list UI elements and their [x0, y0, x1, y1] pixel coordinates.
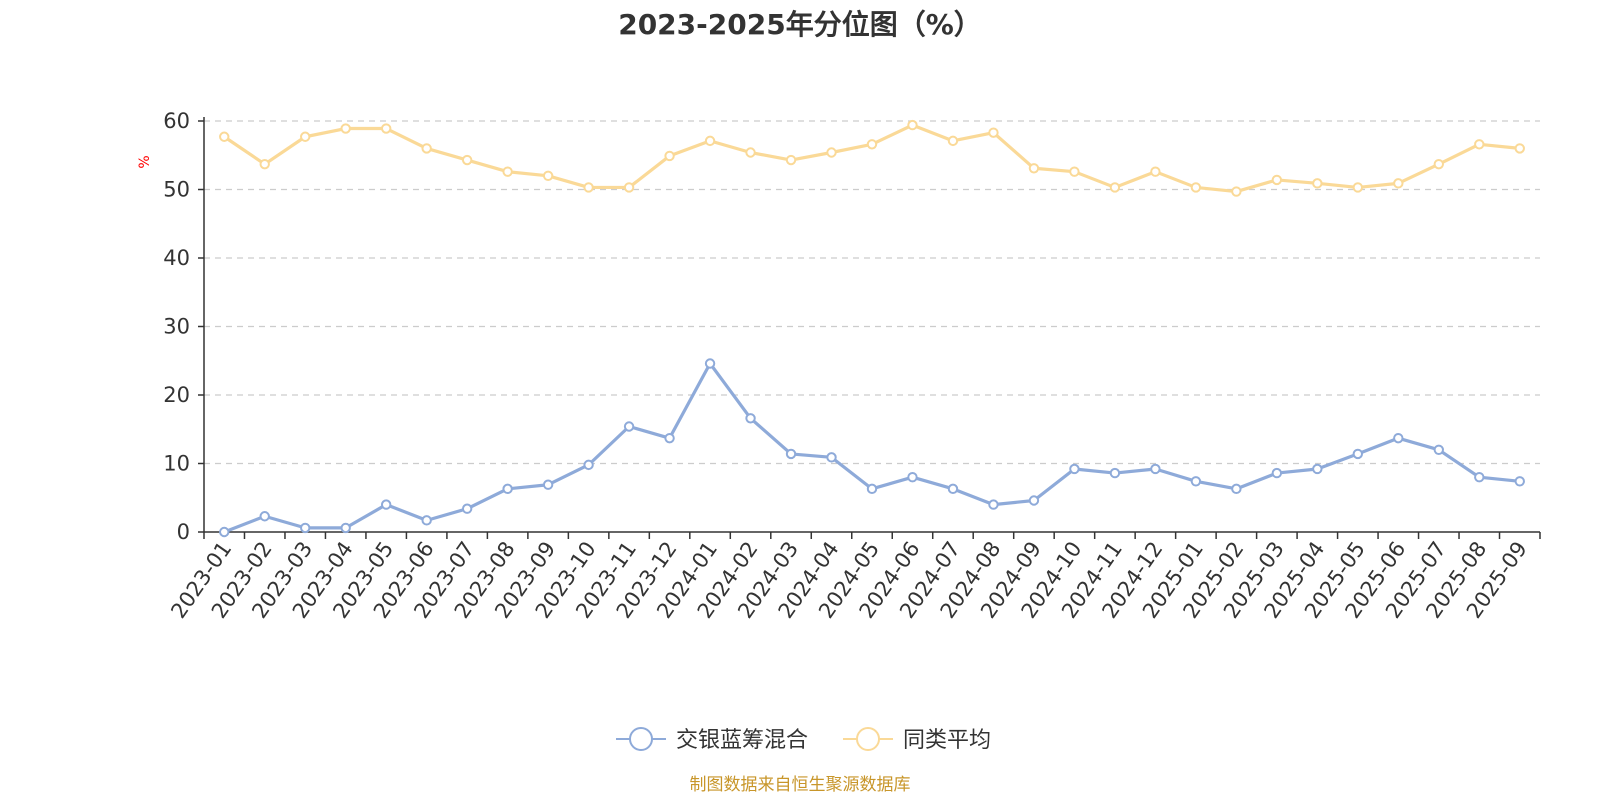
y-tick-label-40: 40 [163, 246, 190, 270]
data-point-1-2023-04[interactable] [340, 522, 351, 534]
data-point-2-2025-06[interactable] [1393, 178, 1404, 189]
data-point-1-2025-08[interactable] [1474, 472, 1485, 483]
data-point-2-2023-07[interactable] [461, 154, 473, 166]
data-point-2-2025-08[interactable] [1474, 139, 1485, 150]
y-tick-label-30: 30 [163, 315, 190, 339]
data-point-1-2023-02[interactable] [259, 511, 270, 522]
data-point-2-2024-09[interactable] [1028, 163, 1040, 174]
data-point-1-2023-01[interactable] [219, 526, 230, 538]
y-tick-labels: 0 10 20 30 40 50 60 [163, 109, 204, 544]
data-point-1-2024-08[interactable] [988, 499, 999, 510]
y-tick-label-50: 50 [163, 178, 190, 202]
data-point-2-2025-01[interactable] [1190, 182, 1202, 193]
data-point-2-2025-04[interactable] [1312, 178, 1323, 189]
data-point-1-2023-03[interactable] [300, 522, 311, 534]
data-point-1-2024-04[interactable] [826, 452, 837, 463]
data-point-2-2024-12[interactable] [1150, 166, 1161, 177]
legend-item-1[interactable]: 交银蓝筹混合 [616, 727, 808, 753]
data-point-1-2023-06[interactable] [421, 515, 432, 526]
data-point-1-2025-05[interactable] [1352, 448, 1364, 460]
series-line-1 [222, 361, 1522, 534]
data-point-2-2025-02[interactable] [1231, 186, 1242, 197]
data-point-2-2024-01[interactable] [704, 135, 716, 147]
data-point-1-2024-11[interactable] [1109, 467, 1121, 479]
data-point-2-2024-10[interactable] [1069, 166, 1080, 177]
data-point-1-2023-08[interactable] [502, 483, 513, 495]
data-point-2-2023-01[interactable] [219, 131, 230, 142]
data-point-1-2023-07[interactable] [461, 503, 473, 514]
axes [203, 117, 1540, 533]
data-point-1-2023-11[interactable] [623, 421, 635, 432]
data-point-1-2023-05[interactable] [380, 499, 392, 510]
data-point-1-2025-09[interactable] [1514, 476, 1525, 487]
data-point-2-2023-06[interactable] [421, 143, 432, 154]
x-tick-labels: 2023-012023-022023-032023-042023-052023-… [166, 532, 1541, 623]
data-point-2-2024-03[interactable] [785, 154, 797, 166]
data-point-1-2023-12[interactable] [664, 432, 675, 444]
data-point-2-2025-09[interactable] [1514, 143, 1525, 154]
y-tick-label-20: 20 [163, 383, 190, 407]
data-point-2-2023-03[interactable] [300, 131, 311, 142]
data-point-2-2025-05[interactable] [1352, 182, 1364, 193]
data-point-1-2024-05[interactable] [866, 483, 878, 495]
data-point-2-2023-04[interactable] [340, 123, 351, 134]
data-point-2-2023-10[interactable] [583, 182, 594, 193]
data-point-2-2024-08[interactable] [988, 127, 999, 138]
series-line-2 [222, 123, 1522, 194]
data-point-1-2024-09[interactable] [1028, 495, 1040, 506]
legend-item-2[interactable]: 同类平均 [843, 727, 991, 753]
data-point-1-2024-07[interactable] [947, 483, 959, 495]
y-tick-label-60: 60 [163, 109, 190, 133]
data-point-2-2024-05[interactable] [866, 139, 878, 150]
legend[interactable]: 交银蓝筹混合 同类平均 [616, 727, 991, 753]
data-point-2-2023-09[interactable] [542, 170, 554, 182]
data-point-1-2025-06[interactable] [1393, 432, 1404, 444]
data-point-1-2025-02[interactable] [1231, 483, 1242, 495]
legend-label: 同类平均 [903, 728, 991, 753]
data-point-1-2024-01[interactable] [704, 358, 716, 369]
data-point-2-2025-03[interactable] [1271, 174, 1283, 186]
data-point-2-2024-02[interactable] [745, 147, 756, 158]
data-point-1-2023-10[interactable] [583, 459, 594, 471]
data-point-1-2023-09[interactable] [542, 479, 554, 490]
data-point-2-2023-08[interactable] [502, 166, 513, 177]
legend-label: 交银蓝筹混合 [676, 728, 808, 753]
data-point-1-2025-07[interactable] [1433, 444, 1444, 455]
data-point-2-2023-12[interactable] [664, 150, 675, 162]
data-point-1-2024-06[interactable] [907, 472, 918, 483]
y-tick-label-10: 10 [163, 452, 190, 476]
chart-title: 2023-2025年分位图（%） [618, 8, 982, 41]
grid-lines [204, 120, 1540, 465]
data-point-2-2023-11[interactable] [623, 182, 635, 193]
data-point-1-2024-10[interactable] [1069, 463, 1080, 475]
series-2 [219, 119, 1525, 197]
data-point-1-2025-01[interactable] [1190, 476, 1202, 487]
y-tick-label-0: 0 [177, 520, 190, 544]
data-point-2-2024-06[interactable] [907, 119, 918, 131]
y-axis-label: % [137, 155, 153, 168]
data-point-1-2025-03[interactable] [1271, 467, 1283, 479]
data-point-2-2023-02[interactable] [259, 158, 270, 170]
data-point-2-2024-11[interactable] [1109, 182, 1121, 193]
data-point-2-2025-07[interactable] [1433, 158, 1444, 170]
series-1 [219, 358, 1525, 538]
data-source-note: 制图数据来自恒生聚源数据库 [690, 775, 911, 795]
data-point-1-2025-04[interactable] [1312, 463, 1323, 475]
data-point-2-2024-04[interactable] [826, 147, 837, 158]
legend-marker-icon [629, 727, 653, 751]
data-point-2-2024-07[interactable] [947, 135, 959, 147]
data-point-1-2024-02[interactable] [745, 413, 756, 424]
legend-marker-icon [856, 727, 880, 751]
series-lines [219, 119, 1525, 538]
data-point-1-2024-03[interactable] [785, 448, 797, 460]
data-point-1-2024-12[interactable] [1150, 463, 1161, 475]
data-point-2-2023-05[interactable] [380, 123, 392, 134]
